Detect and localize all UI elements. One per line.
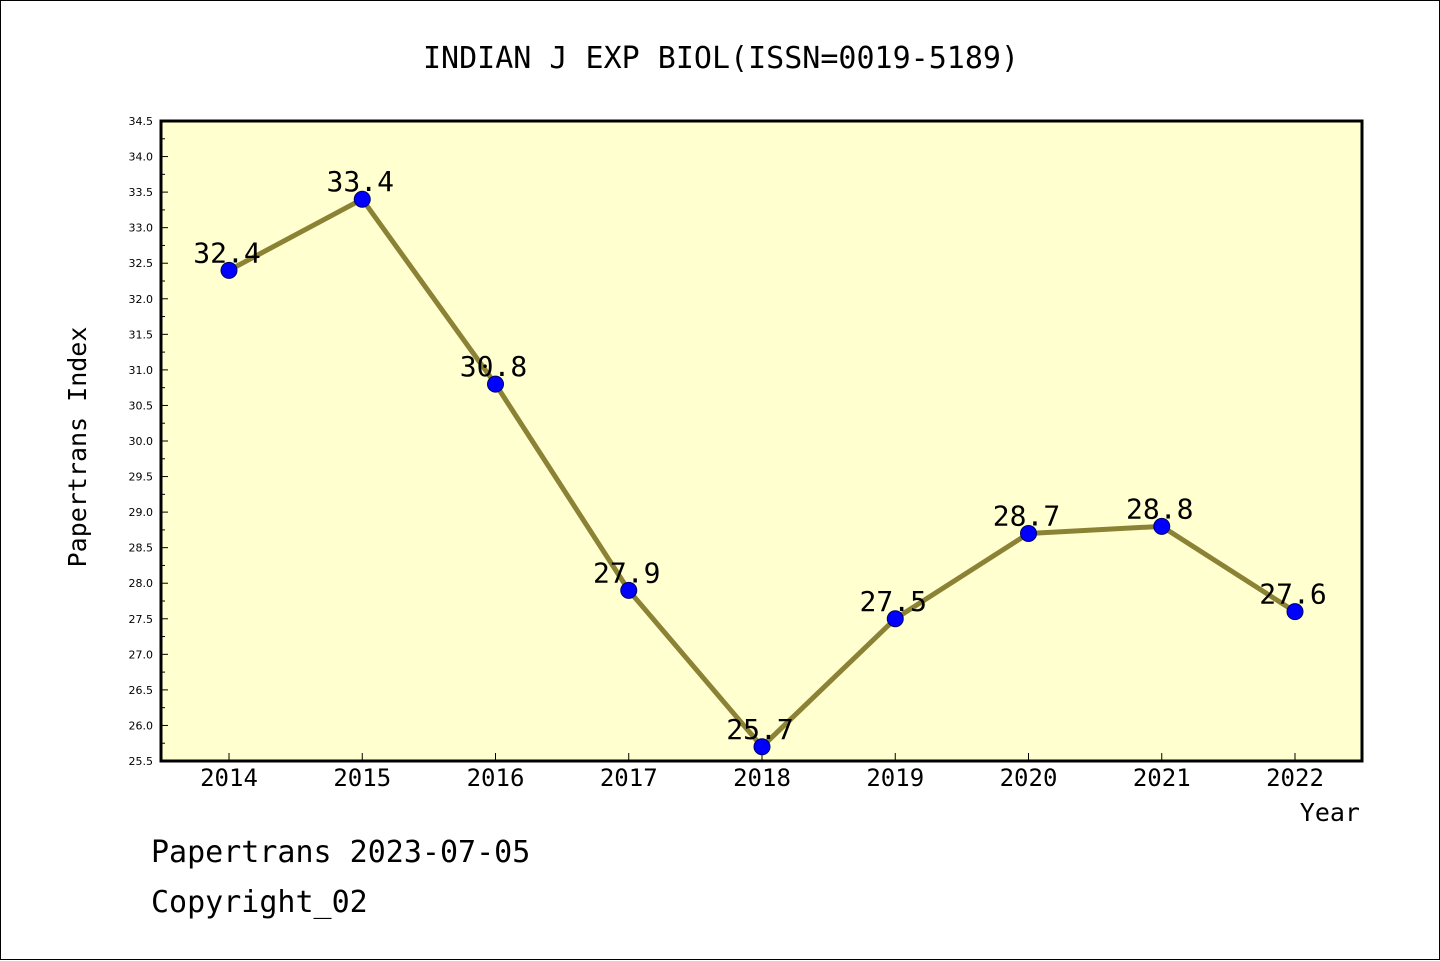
y-tick-label: 26.0 <box>129 719 154 732</box>
y-tick-label: 27.5 <box>129 613 154 626</box>
x-tick-label: 2022 <box>1266 764 1324 792</box>
y-tick-label: 25.5 <box>129 755 154 768</box>
y-tick-label: 31.0 <box>129 364 154 377</box>
x-tick-label: 2016 <box>467 764 525 792</box>
y-tick-label: 33.0 <box>129 222 154 235</box>
data-point <box>1153 517 1171 535</box>
footer-copyright-text: Copyright_02 <box>151 885 368 920</box>
chart-title: INDIAN J EXP BIOL(ISSN=0019-5189) <box>423 41 1019 76</box>
data-label: 27.6 <box>1259 578 1326 611</box>
data-label: 27.5 <box>860 585 927 618</box>
data-label: 32.4 <box>193 236 260 269</box>
plot-area <box>159 119 1364 763</box>
y-tick-label: 28.5 <box>129 542 154 555</box>
y-tick-label: 30.5 <box>129 399 154 412</box>
y-tick-label: 31.5 <box>129 328 154 341</box>
data-point <box>487 375 504 393</box>
x-tick-label: 2019 <box>866 764 924 792</box>
x-tick-label: 2017 <box>600 764 658 792</box>
y-tick-label: 32.0 <box>129 293 154 306</box>
y-axis-ticks: 25.5 26.0 26.5 27.0 27.5 28.0 28.5 29.0 29.5 30.0… <box>129 115 168 768</box>
y-tick-label: 29.5 <box>129 471 154 484</box>
data-point <box>620 581 638 599</box>
data-labels-group: 32.4 33.4 30.8 27.9 25.7 27.5 28.7 28.8 27.6 <box>193 165 1326 746</box>
data-label: 33.4 <box>327 165 394 198</box>
x-tick-label: 2014 <box>200 764 258 792</box>
data-label: 25.7 <box>726 713 793 746</box>
y-tick-label: 29.0 <box>129 506 154 519</box>
data-point <box>886 610 904 628</box>
data-point <box>1286 603 1304 621</box>
footer-date-text: Papertrans 2023-07-05 <box>151 835 531 870</box>
data-label: 28.8 <box>1126 492 1193 525</box>
data-point <box>753 738 771 756</box>
y-tick-label: 34.0 <box>129 151 154 164</box>
x-tick-label: 2020 <box>1000 764 1058 792</box>
y-tick-label: 27.0 <box>129 648 154 661</box>
y-tick-label: 32.5 <box>129 257 154 270</box>
y-tick-label: 34.5 <box>129 115 154 128</box>
y-tick-label: 33.5 <box>129 186 154 199</box>
y-tick-label: 26.5 <box>129 684 154 697</box>
data-label: 28.7 <box>993 499 1060 532</box>
data-point <box>353 190 371 208</box>
x-tick-label: 2021 <box>1133 764 1191 792</box>
data-label: 27.9 <box>593 556 660 589</box>
x-tick-label: 2018 <box>733 764 791 792</box>
y-tick-label: 28.0 <box>129 577 154 590</box>
x-axis-ticks: 2014 2015 2016 2017 2018 2019 2020 2021 2022 <box>200 753 1324 792</box>
data-point <box>1020 524 1037 542</box>
y-axis-label: Papertrans Index <box>63 327 92 568</box>
y-tick-label: 30.0 <box>129 435 154 448</box>
series-group <box>220 190 1304 756</box>
data-point <box>220 261 238 279</box>
x-axis-label: Year <box>1300 798 1360 827</box>
x-tick-label: 2015 <box>333 764 391 792</box>
data-label: 30.8 <box>460 350 527 383</box>
